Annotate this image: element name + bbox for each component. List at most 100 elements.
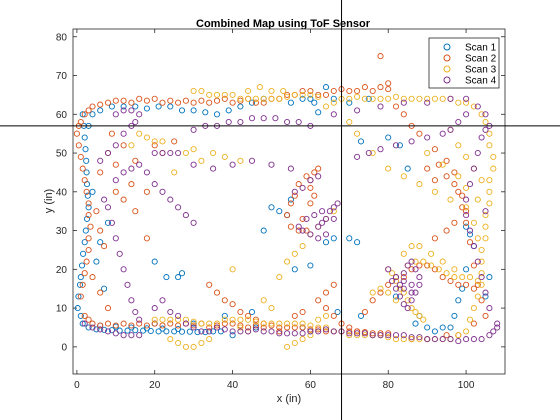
data-point xyxy=(85,107,92,114)
data-point xyxy=(190,146,197,153)
data-point xyxy=(365,95,372,102)
data-point xyxy=(346,87,353,95)
data-point xyxy=(482,126,489,133)
data-point xyxy=(377,84,384,91)
data-point xyxy=(276,320,283,327)
data-point xyxy=(291,320,298,327)
data-point xyxy=(470,219,477,226)
data-point xyxy=(229,99,236,106)
data-point xyxy=(490,153,497,160)
data-point xyxy=(175,149,182,157)
data-point xyxy=(463,208,470,215)
data-point xyxy=(466,316,474,323)
data-point xyxy=(361,84,368,91)
data-point xyxy=(221,91,228,98)
data-point xyxy=(83,169,90,176)
data-point xyxy=(287,200,294,207)
data-point xyxy=(400,270,407,277)
data-point xyxy=(77,312,84,319)
legend-marker xyxy=(443,65,451,73)
data-point xyxy=(307,262,314,269)
data-point xyxy=(365,149,372,157)
data-point xyxy=(412,308,419,316)
data-point xyxy=(404,262,411,269)
data-point xyxy=(182,316,189,323)
data-point xyxy=(428,262,435,269)
data-point xyxy=(463,223,470,230)
data-point xyxy=(175,204,182,211)
data-point xyxy=(198,87,205,95)
data-point xyxy=(280,87,287,95)
data-point xyxy=(443,157,450,164)
data-point xyxy=(128,142,135,149)
data-point xyxy=(77,153,84,160)
data-point xyxy=(81,320,88,327)
data-point xyxy=(447,196,454,203)
x-tick-label: 0 xyxy=(74,380,80,391)
data-point xyxy=(260,328,267,335)
data-point xyxy=(315,109,322,116)
data-point xyxy=(315,93,322,100)
data-point xyxy=(229,161,236,168)
data-point xyxy=(385,134,392,141)
data-point xyxy=(474,196,481,203)
data-point xyxy=(132,118,139,126)
data-point xyxy=(112,330,119,337)
data-point xyxy=(213,97,221,104)
data-point xyxy=(252,316,259,323)
data-point xyxy=(136,111,143,118)
data-point xyxy=(424,336,431,343)
data-point xyxy=(268,95,275,102)
data-point xyxy=(482,111,489,118)
data-point xyxy=(291,312,298,319)
data-point xyxy=(451,312,458,319)
data-point xyxy=(470,103,477,110)
data-point xyxy=(435,266,442,273)
data-point xyxy=(198,339,205,347)
data-point xyxy=(482,293,489,300)
data-point xyxy=(284,258,291,265)
data-point xyxy=(190,320,197,327)
data-point xyxy=(463,95,470,102)
data-point xyxy=(482,223,489,230)
legend-box xyxy=(428,37,500,89)
data-point xyxy=(478,246,485,254)
data-point xyxy=(175,316,182,323)
data-point xyxy=(210,149,217,157)
data-point xyxy=(186,328,193,335)
data-point xyxy=(455,142,462,149)
data-point xyxy=(354,107,361,114)
data-point xyxy=(392,285,400,292)
data-point xyxy=(291,250,298,257)
data-point xyxy=(330,95,337,102)
data-point xyxy=(229,328,236,335)
data-point xyxy=(400,111,407,118)
data-point xyxy=(322,103,330,110)
data-point xyxy=(299,320,306,327)
data-point xyxy=(268,322,275,329)
data-point xyxy=(206,320,213,327)
data-point xyxy=(424,99,431,106)
data-point xyxy=(81,312,88,319)
data-point xyxy=(213,320,221,327)
data-point xyxy=(478,134,485,141)
data-point xyxy=(486,188,493,195)
data-point xyxy=(89,111,96,118)
data-point xyxy=(120,169,127,176)
data-point xyxy=(330,281,337,288)
data-point xyxy=(85,324,92,331)
data-point xyxy=(470,320,477,327)
data-point xyxy=(284,330,291,337)
data-point xyxy=(369,297,376,304)
data-point xyxy=(167,196,174,203)
data-point xyxy=(377,103,384,110)
data-point xyxy=(369,87,376,95)
data-point xyxy=(159,138,166,145)
data-point xyxy=(369,332,376,339)
data-point xyxy=(229,320,236,327)
data-point xyxy=(175,339,182,347)
data-point xyxy=(237,97,244,104)
data-point xyxy=(322,305,330,312)
data-point xyxy=(311,192,318,199)
